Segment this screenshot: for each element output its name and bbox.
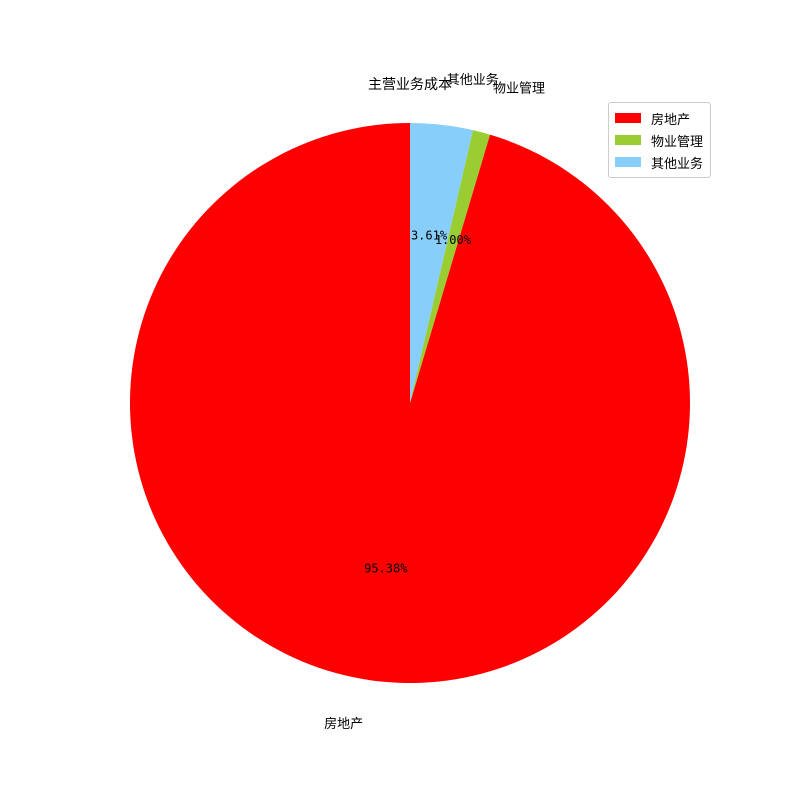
pie-slice-real-estate: [129, 122, 690, 683]
slices-layer: [129, 122, 690, 683]
slice-percent-property-management: 1.00%: [435, 233, 472, 247]
legend-swatch-property-management: [615, 135, 641, 145]
slice-label-other-business: 其他业务: [447, 72, 499, 88]
slice-percent-other-business: 3.61%: [411, 229, 448, 243]
labels-layer: 房地产 95.38% 物业管理 1.00% 其他业务 3.61%: [324, 72, 545, 732]
legend-swatch-other-business: [615, 157, 641, 167]
legend-item-property-management: 物业管理: [615, 129, 704, 151]
pie-slice-property-management: [410, 130, 490, 404]
legend-swatch-real-estate: [615, 113, 641, 123]
legend-item-real-estate: 房地产: [615, 107, 704, 129]
legend: 房地产 物业管理 其他业务: [608, 102, 711, 178]
pie-slice-other-business: [410, 123, 473, 403]
legend-label-property-management: 物业管理: [651, 134, 704, 150]
legend-item-other-business: 其他业务: [615, 151, 704, 173]
chart-title: 主营业务成本: [368, 77, 452, 93]
legend-label-other-business: 其他业务: [651, 156, 704, 172]
legend-label-real-estate: 房地产: [651, 112, 691, 128]
slice-percent-real-estate: 95.38%: [364, 562, 408, 576]
slice-label-property-management: 物业管理: [493, 82, 545, 97]
slice-label-real-estate: 房地产: [324, 716, 363, 732]
